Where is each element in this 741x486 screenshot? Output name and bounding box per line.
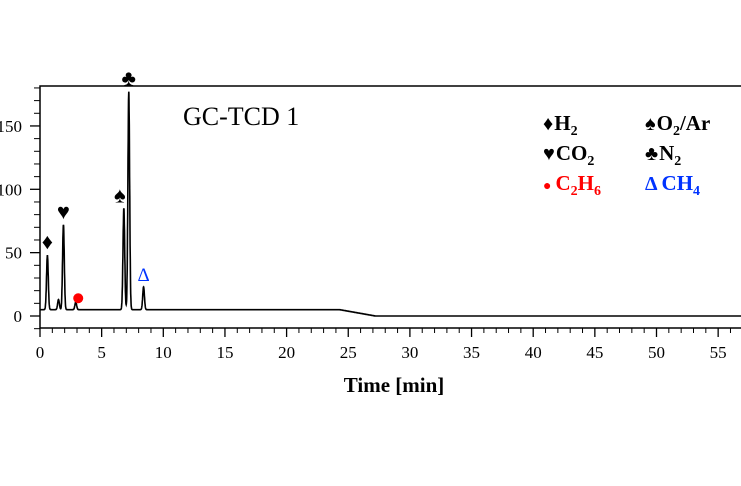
peak-marker-co2: ♥: [57, 199, 70, 224]
legend-entry: ♥CO2: [543, 141, 594, 169]
y-tick-label: 150: [0, 117, 22, 136]
y-tick-label: 50: [5, 244, 22, 263]
legend-entry: ● C2H6: [543, 171, 601, 199]
y-tick-label: 0: [14, 307, 23, 326]
x-tick-label: 50: [648, 343, 665, 362]
legend-entry: ♠O2/Ar: [645, 111, 710, 139]
legend: ♦H2 ♠O2/Ar ♥CO2 ♣N2 ● C2H6 Δ CH4: [543, 111, 710, 199]
x-tick-label: 10: [155, 343, 172, 362]
chart-title: GC-TCD 1: [183, 102, 299, 131]
x-tick-label: 55: [710, 343, 727, 362]
x-tick-label: 45: [586, 343, 603, 362]
legend-entry: ♦H2: [543, 111, 578, 139]
y-tick-label: 100: [0, 180, 22, 199]
peak-marker-c2h6: [73, 293, 84, 304]
peak-marker-h2: ♦: [42, 229, 53, 254]
x-tick-label: 25: [340, 343, 357, 362]
legend-symbol-icon: ♥: [543, 143, 555, 165]
peak-marker-ch4: Δ: [137, 265, 149, 286]
peak-marker-n2: ♣: [122, 66, 136, 91]
x-tick-label: 30: [401, 343, 418, 362]
x-tick-label: 20: [278, 343, 295, 362]
chromatogram-trace: [40, 91, 741, 317]
x-tick-label: 35: [463, 343, 480, 362]
legend-entry: ♣N2: [645, 141, 681, 169]
legend-symbol-icon: ♦: [543, 113, 553, 135]
legend-symbol-icon: ♠: [645, 113, 656, 135]
plot-frame: [39, 85, 741, 329]
legend-symbol-icon: ●: [543, 179, 551, 194]
legend-symbol-icon: ♣: [645, 143, 658, 165]
peak-marker-o2-ar: ♠: [114, 182, 126, 207]
legend-symbol-icon: Δ: [645, 173, 658, 195]
x-tick-label: 40: [525, 343, 542, 362]
x-tick-label: 15: [216, 343, 233, 362]
legend-entry: Δ CH4: [645, 171, 700, 199]
x-tick-label: 0: [36, 343, 45, 362]
x-axis-label: Time [min]: [344, 373, 445, 397]
x-tick-label: 5: [97, 343, 106, 362]
